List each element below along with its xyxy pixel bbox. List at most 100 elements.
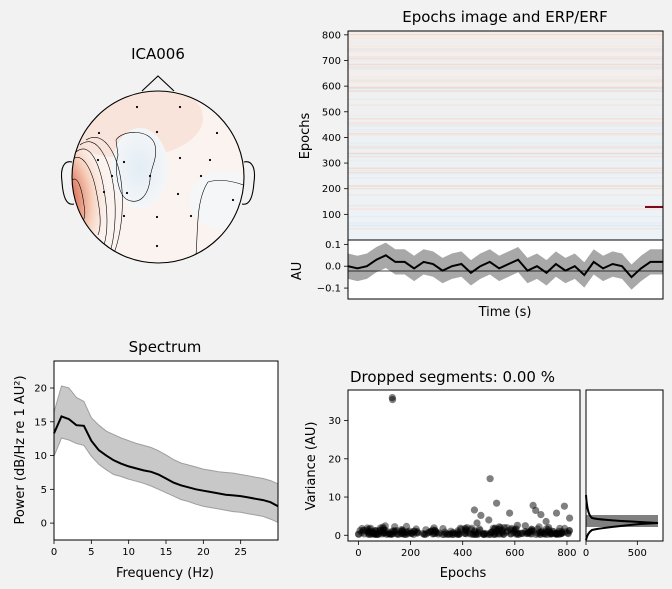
- variance-point: [534, 525, 542, 533]
- variance-point: [372, 530, 380, 538]
- variance-point: [426, 528, 434, 536]
- variance-point: [518, 529, 526, 537]
- variance-point: [561, 528, 569, 536]
- variance-point: [547, 530, 555, 538]
- variance-point: [379, 523, 387, 531]
- variance-point: [429, 526, 437, 534]
- variance-point: [420, 530, 428, 538]
- variance-point: [454, 530, 462, 538]
- variance-point: [525, 528, 533, 536]
- variance-point: [376, 524, 384, 532]
- variance-point: [490, 525, 498, 533]
- variance-point: [422, 526, 430, 534]
- spectrum-xticks: 0 5 10 15 20 25: [51, 540, 247, 558]
- left-ear: [60, 161, 75, 205]
- variance-point: [380, 529, 388, 537]
- variance-point: [552, 509, 561, 517]
- variance-point: [506, 509, 514, 517]
- variance-point: [513, 529, 522, 537]
- variance-xtick-label: 800: [557, 548, 576, 559]
- variance-point: [393, 530, 401, 538]
- variance-point: [537, 530, 545, 538]
- variance-point: [404, 530, 412, 538]
- variance-ylabel: Variance (AU): [304, 422, 319, 511]
- variance-point: [467, 530, 475, 538]
- spectrum-lower-edge: [53, 437, 279, 523]
- variance-point: [553, 529, 561, 538]
- histogram-density-line: [585, 494, 659, 541]
- variance-point: [355, 530, 363, 538]
- variance-point: [482, 529, 490, 537]
- spectrum-ytick-label: 0: [41, 519, 47, 530]
- variance-point: [430, 524, 438, 532]
- variance-point: [414, 529, 422, 537]
- spectrum-ylabel: Power (dB/Hz re 1 AU²): [13, 375, 28, 524]
- variance-point: [493, 528, 501, 536]
- variance-point: [389, 530, 397, 538]
- erp-ytick-label: −0.1: [317, 284, 341, 295]
- variance-point: [407, 529, 415, 537]
- variance-point: [365, 530, 373, 538]
- variance-point: [490, 530, 498, 539]
- variance-point: [447, 527, 455, 535]
- variance-point: [553, 530, 561, 538]
- variance-point: [493, 525, 502, 533]
- variance-point: [440, 530, 449, 539]
- spectrum-ytick-label: 5: [41, 485, 47, 496]
- variance-point: [358, 524, 366, 533]
- histogram-xtick-label: 500: [628, 548, 647, 559]
- variance-point: [363, 526, 371, 534]
- sensor-marker: [199, 174, 203, 178]
- variance-point: [496, 530, 504, 538]
- variance-point: [558, 529, 566, 537]
- variance-point: [461, 529, 469, 537]
- variance-point: [494, 530, 502, 538]
- variance-point: [373, 527, 381, 535]
- variance-point: [398, 527, 406, 535]
- variance-point: [542, 517, 550, 526]
- variance-xtick-label: 0: [355, 548, 361, 559]
- variance-point: [471, 528, 479, 536]
- variance-point: [469, 530, 477, 539]
- variance-point: [413, 529, 421, 537]
- variance-point: [538, 527, 546, 535]
- variance-point: [534, 529, 542, 537]
- variance-point: [558, 528, 566, 536]
- erp-ytick-label: 0.0: [325, 262, 341, 273]
- variance-point: [393, 530, 401, 538]
- variance-point: [564, 530, 572, 538]
- sensor-marker: [97, 131, 101, 135]
- variance-point: [498, 529, 506, 537]
- epochs-ytick-label: 200: [322, 184, 341, 195]
- variance-point: [397, 526, 405, 534]
- variance-point: [365, 528, 373, 536]
- variance-point: [485, 530, 494, 539]
- variance-point: [521, 522, 529, 530]
- variance-point: [365, 528, 373, 536]
- variance-point: [379, 524, 387, 533]
- variance-point: [557, 530, 565, 538]
- sensor-marker: [178, 105, 182, 109]
- variance-point: [460, 529, 469, 538]
- variance-point: [455, 530, 463, 538]
- variance-point: [510, 527, 518, 535]
- variance-point: [369, 528, 377, 537]
- spectrum-xtick-label: 5: [88, 547, 94, 558]
- variance-point: [354, 530, 363, 538]
- variance-point: [424, 529, 432, 537]
- variance-ytick-label: 20: [328, 454, 341, 465]
- variance-point: [565, 527, 573, 535]
- variance-point: [526, 530, 534, 538]
- variance-point: [516, 530, 524, 538]
- variance-point: [558, 529, 566, 537]
- variance-point: [366, 525, 374, 533]
- spectrum-ytick-label: 20: [34, 384, 47, 395]
- variance-point: [374, 530, 382, 538]
- variance-point: [378, 528, 386, 536]
- variance-point: [443, 530, 452, 539]
- variance-point: [370, 529, 378, 537]
- topomap-title: ICA006: [131, 45, 185, 63]
- variance-point: [356, 527, 364, 535]
- variance-point: [413, 528, 421, 536]
- variance-point: [488, 528, 496, 536]
